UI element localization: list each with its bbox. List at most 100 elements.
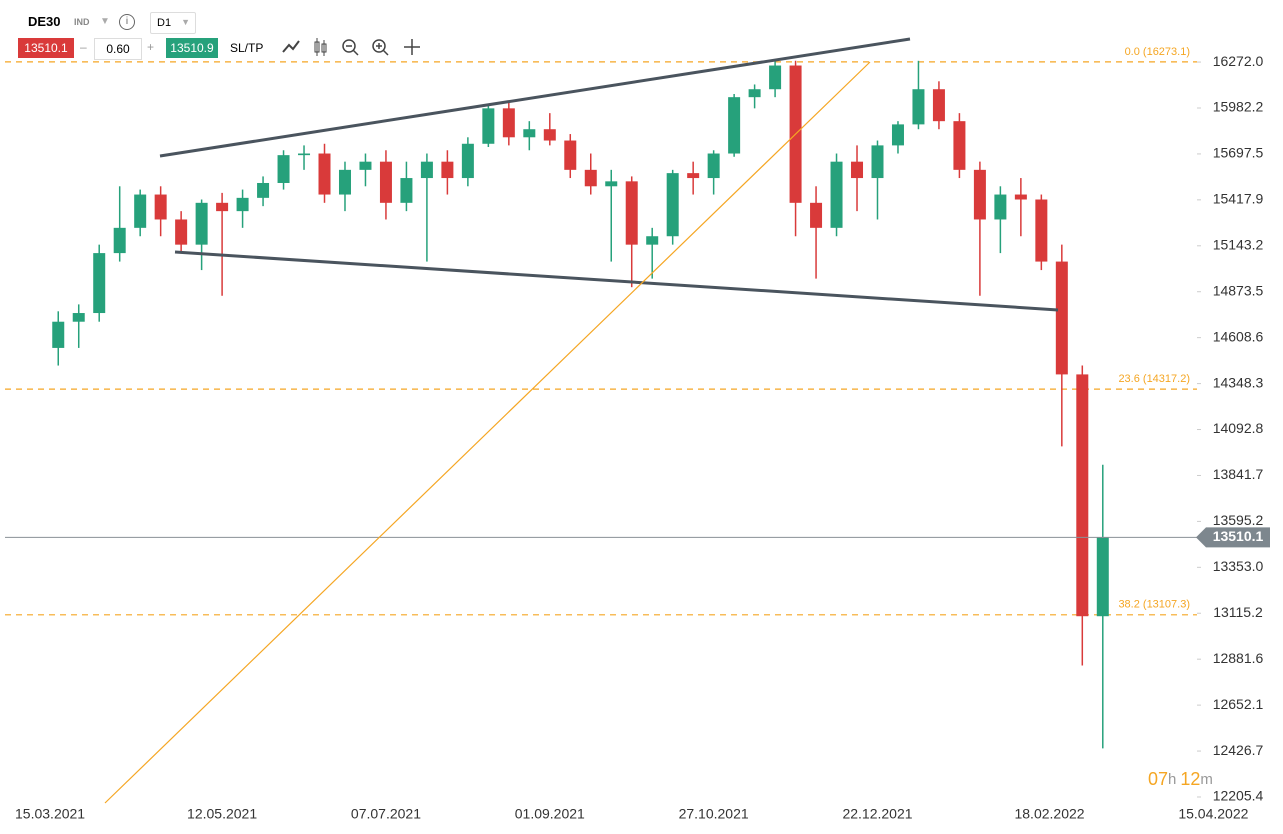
candle-body — [482, 108, 495, 144]
dropdown[interactable]: ▼ — [100, 16, 110, 27]
timer-h: h — [1168, 771, 1176, 788]
candle-body — [564, 140, 577, 170]
info-icon[interactable]: i — [119, 14, 135, 30]
trend-line — [174, 250, 1059, 312]
candle-body — [584, 169, 597, 187]
y-tick-label: 12205.4 — [1213, 788, 1264, 804]
x-tick-label: 12.05.2021 — [187, 806, 257, 822]
candle-body — [830, 161, 843, 228]
y-tick-label: 14348.3 — [1213, 374, 1264, 390]
y-tick-label: 14873.5 — [1213, 282, 1264, 298]
candle-body — [298, 153, 311, 156]
x-tick-label: 27.10.2021 — [679, 806, 749, 822]
y-tick-label: 15982.2 — [1213, 99, 1264, 115]
candle-body — [72, 313, 85, 322]
candle-body — [953, 121, 966, 170]
y-tick-label: 14608.6 — [1213, 328, 1264, 344]
candle-body — [1096, 537, 1109, 617]
candle-body — [1035, 199, 1048, 262]
y-tick-label: 13595.2 — [1213, 512, 1264, 528]
timeframe-select[interactable]: D1 ▼ — [150, 12, 196, 34]
y-tick-label: 13115.2 — [1213, 604, 1263, 620]
candle-body — [441, 161, 454, 179]
last-price-tag — [1196, 527, 1270, 548]
x-tick-label: 22.12.2021 — [842, 806, 912, 822]
x-tick-label: 18.02.2022 — [1014, 806, 1084, 822]
candle-body — [1014, 194, 1027, 200]
y-tick-label: 13841.7 — [1213, 466, 1264, 482]
timer-m: m — [1200, 771, 1213, 788]
candle-body — [912, 89, 925, 125]
candle-body — [52, 321, 65, 348]
fib-label: 23.6 (14317.2) — [1118, 373, 1190, 385]
candle-body — [175, 219, 188, 245]
y-tick-label: 12426.7 — [1213, 742, 1264, 758]
minus[interactable]: – — [80, 40, 87, 54]
candle-body — [257, 182, 270, 198]
symbol[interactable]: DE30 — [28, 14, 61, 29]
fib-line — [104, 61, 871, 804]
candle-body — [461, 143, 474, 179]
volume-input[interactable]: 0.60 — [94, 38, 142, 60]
candle-body — [420, 161, 433, 179]
candle-body — [379, 161, 392, 203]
candle-body — [973, 169, 986, 220]
candle-body — [707, 153, 720, 179]
candle-tool[interactable] — [314, 38, 327, 56]
line-tool[interactable] — [282, 40, 300, 53]
candle-body — [1055, 261, 1068, 375]
candle-body — [748, 89, 761, 98]
candle-body — [318, 153, 331, 195]
candle-body — [728, 97, 741, 154]
candle-body — [687, 173, 700, 179]
candle-body — [93, 253, 106, 314]
fib-label: 0.0 (16273.1) — [1125, 46, 1190, 58]
candle-body — [605, 181, 618, 187]
buy-button[interactable]: 13510.9 — [166, 38, 218, 58]
plus[interactable]: + — [147, 40, 155, 54]
sell-button[interactable]: 13510.1 — [18, 38, 74, 58]
candle-body — [810, 202, 823, 228]
candle-body — [400, 178, 413, 203]
candle-body — [932, 89, 945, 122]
market: IND — [74, 17, 90, 27]
timeframe: D1 — [157, 17, 172, 29]
y-tick-label: 13353.0 — [1213, 558, 1264, 574]
fib-label: 38.2 (13107.3) — [1118, 599, 1190, 611]
candle-body — [154, 194, 167, 220]
candle-body — [625, 181, 638, 245]
candle-body — [359, 161, 372, 170]
y-tick-label: 16272.0 — [1213, 53, 1264, 69]
candle-body — [994, 194, 1007, 220]
zoom-in[interactable] — [372, 39, 389, 56]
sltp[interactable]: SL/TP — [230, 41, 264, 55]
timer-hours: 07 — [1148, 769, 1168, 789]
candle-body — [666, 173, 679, 237]
x-tick-label: 15.03.2021 — [15, 806, 85, 822]
candle-body — [113, 227, 126, 254]
candle-body — [523, 129, 536, 138]
y-tick-label: 12881.6 — [1213, 650, 1264, 666]
candle-body — [216, 202, 229, 212]
y-tick-label: 15143.2 — [1213, 237, 1264, 253]
pan-tool[interactable] — [404, 39, 420, 55]
trend-line — [159, 37, 911, 158]
candle-body — [1076, 374, 1089, 617]
y-tick-label: 15697.5 — [1213, 145, 1264, 161]
y-tick-label: 12652.1 — [1213, 696, 1264, 712]
y-tick-label: 15417.9 — [1213, 191, 1264, 207]
candle-body — [236, 197, 249, 212]
plot: 16272.0 15982.2 15697.5 15417.9 15143.2 14873… — [5, 46, 1270, 822]
zoom-out[interactable] — [342, 39, 359, 56]
toolbar-icons — [282, 38, 420, 56]
timer-minutes: 12 — [1180, 769, 1200, 789]
candle-body — [338, 169, 351, 195]
candle-body — [851, 161, 864, 179]
candle-body — [891, 124, 904, 146]
candle-body — [195, 202, 208, 245]
candle-body — [769, 65, 782, 90]
x-tick-label: 07.07.2021 — [351, 806, 421, 822]
